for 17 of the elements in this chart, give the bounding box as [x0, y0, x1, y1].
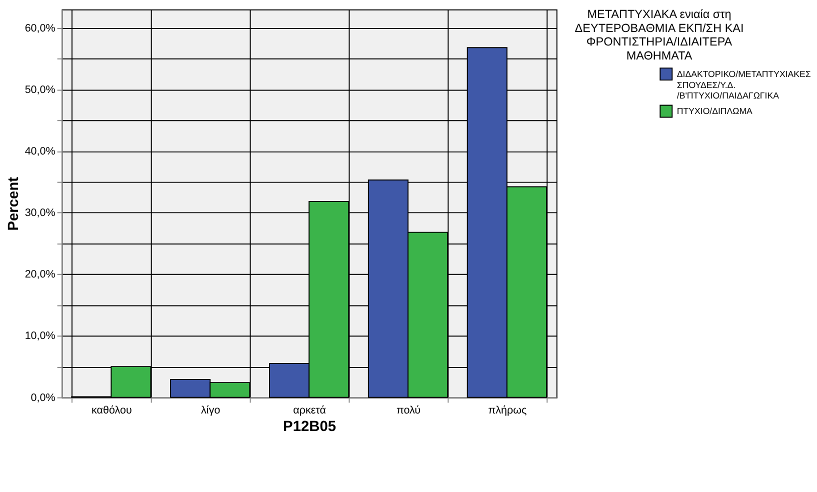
- x-tick-label: πλήρως: [488, 404, 527, 417]
- x-tick-label: καθόλου: [92, 404, 132, 417]
- x-axis-title: P12B05: [283, 419, 336, 436]
- legend-label: ΔΙΔΑΚΤΟΡΙΚΟ/ΜΕΤΑΠΤΥΧΙΑΚΕΣ ΣΠΟΥΔΕΣ/Υ.Δ. /Β'ΠΤΥΧΙΟ/ΠΑΙΔΑΓΩΓΙΚΑ: [676, 69, 812, 101]
- y-tick-label: 30,0%: [24, 207, 56, 220]
- y-axis-title: Percent: [6, 176, 22, 231]
- x-tick-label: αρκετά: [293, 404, 326, 417]
- legend-title: ΜΕΤΑΠΤΥΧΙΑΚΑ ενιαία στη ΔΕΥΤΕΡΟΒΑΘΜΙΑ ΕΚΠ/ΣΗ ΚΑΙ ΦΡΟΝΤΙΣΤΗΡΙΑ/ΙΔΙΑΙΤΕΡΑ ΜΑΘΗΜΑΤΑ: [574, 8, 744, 62]
- y-tick-label: 20,0%: [24, 268, 56, 281]
- y-tick-label: 40,0%: [24, 145, 56, 158]
- y-tick-label: 10,0%: [24, 330, 56, 342]
- y-tick-label: 60,0%: [24, 22, 56, 34]
- y-tick-label: 50,0%: [24, 84, 56, 96]
- legend-label: ΠΤΥΧΙΟ/ΔΙΠΛΩΜΑ: [676, 106, 753, 116]
- x-tick-label: πολύ: [396, 404, 421, 417]
- y-tick-label: 0,0%: [30, 392, 56, 404]
- x-tick-label: λίγο: [201, 404, 220, 417]
